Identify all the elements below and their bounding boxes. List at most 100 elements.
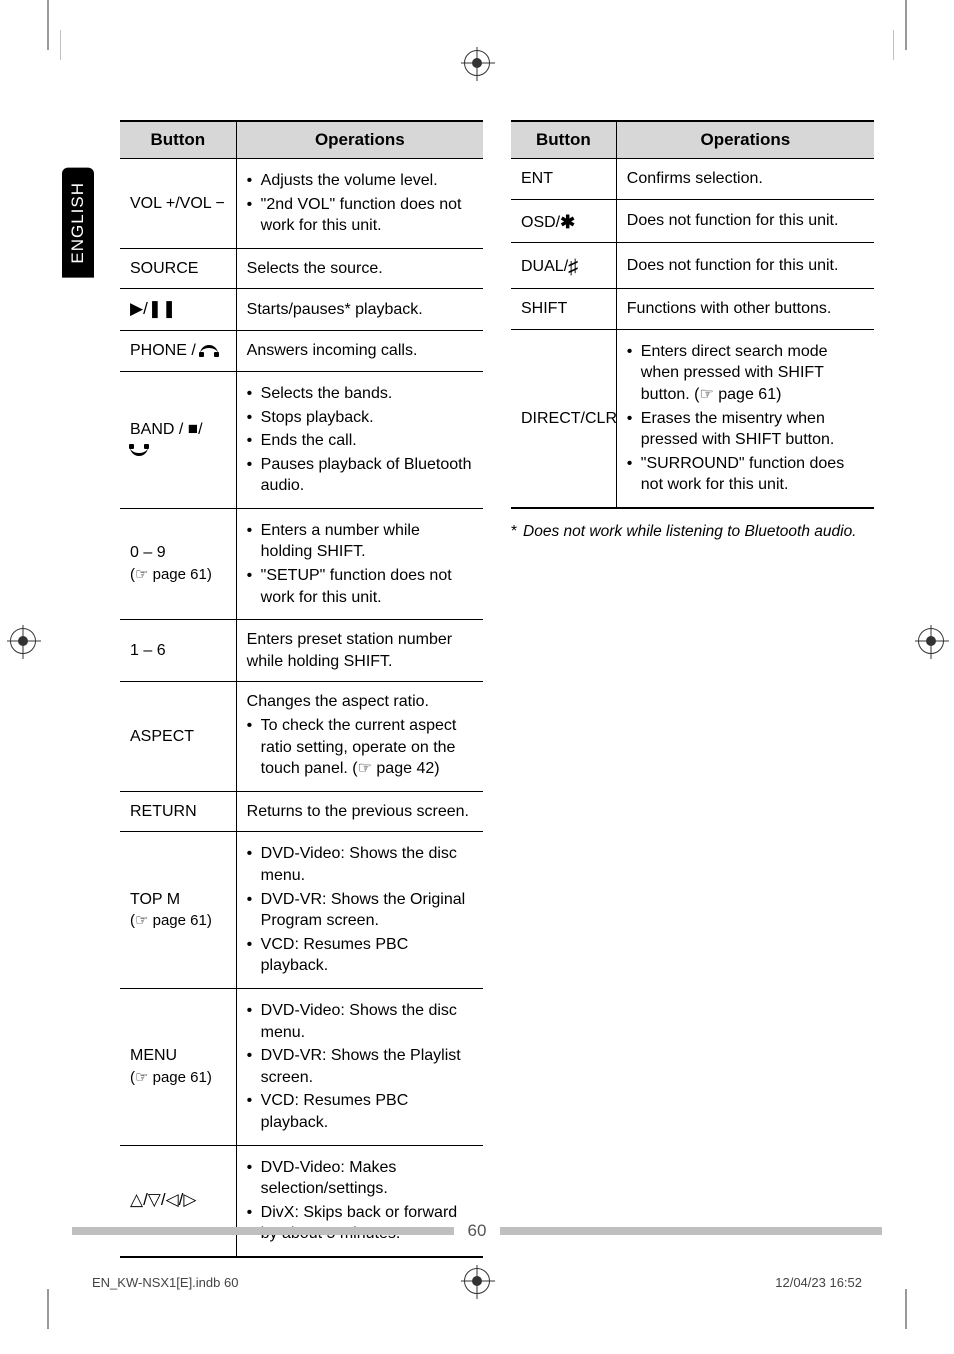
page-ref: (☞ page 61) <box>130 1069 212 1086</box>
op-item: DVD-VR: Shows the Playlist screen. <box>247 1045 475 1088</box>
table-row: MENU (☞ page 61) DVD-Video: Shows the dis… <box>120 988 483 1145</box>
table-row: SHIFT Functions with other buttons. <box>511 289 874 330</box>
op-item: Ends the call. <box>247 430 475 452</box>
page-bar-left <box>72 1227 454 1235</box>
operations-cell: DVD-Video: Shows the disc menu. DVD-VR: … <box>236 988 483 1145</box>
table-row: ▶/❚❚ Starts/pauses* playback. <box>120 289 483 331</box>
button-label: △/▽/◁/▷ <box>120 1145 236 1257</box>
page-number-bar: 60 <box>72 1226 882 1236</box>
page-body: Button Operations VOL +/VOL − Adjusts th… <box>120 120 874 1258</box>
op-item: DVD-Video: Makes selection/settings. <box>247 1157 475 1200</box>
phone-icon <box>200 345 218 355</box>
band-label: BAND <box>130 421 174 438</box>
col-header-button: Button <box>511 121 616 159</box>
page-ref: (☞ page 61) <box>130 912 212 929</box>
table-row: ENT Confirms selection. <box>511 159 874 200</box>
button-label: 1 – 6 <box>120 620 236 682</box>
page-ref: (☞ page 61) <box>130 566 212 583</box>
op-item: "SETUP" function does not work for this … <box>247 565 475 608</box>
page-number: 60 <box>454 1221 501 1241</box>
operations-cell: Returns to the previous screen. <box>236 791 483 832</box>
footnote: *Does not work while listening to Blueto… <box>511 523 874 541</box>
op-intro: Changes the aspect ratio. <box>247 691 475 713</box>
operations-cell: Enters preset station number while holdi… <box>236 620 483 682</box>
op-item: VCD: Resumes PBC playback. <box>247 1090 475 1133</box>
hangup-icon <box>130 446 148 456</box>
menu-label: MENU <box>130 1047 177 1064</box>
button-label: VOL +/VOL − <box>120 159 236 249</box>
button-label: ASPECT <box>120 682 236 791</box>
table-row: DUAL/♯ Does not function for this unit. <box>511 243 874 289</box>
table-row: PHONE / Answers incoming calls. <box>120 331 483 372</box>
arrows-icon: △/▽/◁/▷ <box>130 1190 196 1209</box>
operations-cell: Changes the aspect ratio. To check the c… <box>236 682 483 791</box>
op-item: VCD: Resumes PBC playback. <box>247 934 475 977</box>
imprint-right: 12/04/23 16:52 <box>775 1275 862 1290</box>
crop-mark <box>47 0 49 50</box>
button-label: BAND / ■/ <box>120 371 236 508</box>
stop-icon: ■ <box>188 419 198 438</box>
op-item: Selects the bands. <box>247 383 475 405</box>
col-header-operations: Operations <box>236 121 483 159</box>
table-row: VOL +/VOL − Adjusts the volume level. "2… <box>120 159 483 249</box>
button-label: DUAL/♯ <box>511 243 616 289</box>
range-label: 0 – 9 <box>130 544 166 561</box>
registration-mark-icon <box>464 50 490 76</box>
op-item: Enters a number while holding SHIFT. <box>247 520 475 563</box>
play-pause-icon: ▶/❚❚ <box>130 299 176 318</box>
button-label: PHONE / <box>120 331 236 372</box>
asterisk-icon: ✱ <box>560 212 575 232</box>
col-header-operations: Operations <box>616 121 874 159</box>
crop-mark <box>60 30 61 60</box>
operations-cell: DVD-Video: Makes selection/settings. Div… <box>236 1145 483 1257</box>
operations-cell: Answers incoming calls. <box>236 331 483 372</box>
operations-cell: Functions with other buttons. <box>616 289 874 330</box>
table-row: DIRECT/CLR Enters direct search mode whe… <box>511 329 874 508</box>
col-header-button: Button <box>120 121 236 159</box>
operations-cell: Confirms selection. <box>616 159 874 200</box>
operations-cell: Adjusts the volume level. "2nd VOL" func… <box>236 159 483 249</box>
table-row: OSD/✱ Does not function for this unit. <box>511 199 874 243</box>
op-item: DVD-VR: Shows the Original Program scree… <box>247 889 475 932</box>
op-item: Enters direct search mode when pressed w… <box>627 341 866 406</box>
button-operations-table-1: Button Operations VOL +/VOL − Adjusts th… <box>120 120 483 1258</box>
button-label: RETURN <box>120 791 236 832</box>
operations-cell: Does not function for this unit. <box>616 199 874 243</box>
table-row: BAND / ■/ Selects the bands. Stops playb… <box>120 371 483 508</box>
op-item: "SURROUND" function does not work for th… <box>627 453 866 496</box>
page-bar-right <box>500 1227 882 1235</box>
button-operations-table-2: Button Operations ENT Confirms selection… <box>511 120 874 509</box>
button-label: DIRECT/CLR <box>511 329 616 508</box>
registration-mark-icon <box>10 628 36 654</box>
button-label: TOP M(☞ page 61) <box>120 832 236 989</box>
operations-cell: Enters direct search mode when pressed w… <box>616 329 874 508</box>
op-item: "2nd VOL" function does not work for thi… <box>247 194 475 237</box>
crop-mark <box>893 30 894 60</box>
crop-mark <box>905 0 907 50</box>
op-item: Adjusts the volume level. <box>247 170 475 192</box>
table-row: 0 – 9 (☞ page 61) Enters a number while h… <box>120 508 483 619</box>
crop-mark <box>905 1289 907 1329</box>
table-row: ASPECT Changes the aspect ratio. To chec… <box>120 682 483 791</box>
table-row: TOP M(☞ page 61) DVD-Video: Shows the di… <box>120 832 483 989</box>
left-column: Button Operations VOL +/VOL − Adjusts th… <box>120 120 483 1258</box>
operations-cell: DVD-Video: Shows the disc menu. DVD-VR: … <box>236 832 483 989</box>
button-label: SHIFT <box>511 289 616 330</box>
operations-cell: Starts/pauses* playback. <box>236 289 483 331</box>
phone-label: PHONE <box>130 342 187 359</box>
op-item: To check the current aspect ratio settin… <box>247 715 475 780</box>
button-label: OSD/✱ <box>511 199 616 243</box>
button-label: 0 – 9 (☞ page 61) <box>120 508 236 619</box>
imprint-left: EN_KW-NSX1[E].indb 60 <box>92 1275 238 1290</box>
operations-cell: Selects the bands. Stops playback. Ends … <box>236 371 483 508</box>
op-item: Pauses playback of Bluetooth audio. <box>247 454 475 497</box>
operations-cell: Does not function for this unit. <box>616 243 874 289</box>
button-label: ENT <box>511 159 616 200</box>
button-label: ▶/❚❚ <box>120 289 236 331</box>
registration-mark-icon <box>918 628 944 654</box>
hash-icon: ♯ <box>568 256 578 278</box>
right-column: Button Operations ENT Confirms selection… <box>511 120 874 1258</box>
op-item: Stops playback. <box>247 407 475 429</box>
language-tab: ENGLISH <box>62 168 94 278</box>
table-row: △/▽/◁/▷ DVD-Video: Makes selection/setti… <box>120 1145 483 1257</box>
